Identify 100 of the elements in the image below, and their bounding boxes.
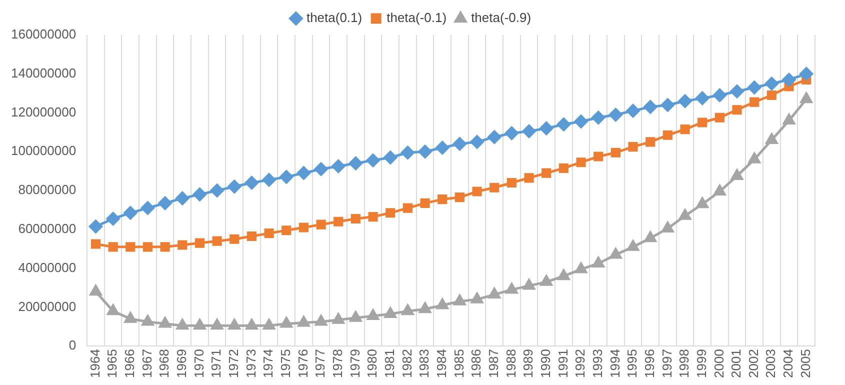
- point: [610, 148, 620, 158]
- x-tick-label: 1980: [364, 349, 380, 378]
- point: [126, 242, 136, 252]
- point: [262, 173, 276, 187]
- point: [627, 240, 640, 251]
- x-tick-label: 1996: [642, 349, 657, 378]
- point: [454, 192, 464, 202]
- x-tick-label: 1997: [659, 349, 674, 378]
- point: [696, 91, 710, 105]
- point: [368, 212, 378, 222]
- point: [228, 318, 240, 330]
- point: [628, 142, 638, 152]
- point: [454, 294, 466, 306]
- point: [367, 309, 380, 320]
- point: [246, 231, 257, 242]
- x-tick-label: 1965: [104, 349, 120, 378]
- point: [524, 173, 534, 183]
- point: [452, 137, 466, 151]
- point: [558, 163, 568, 173]
- point: [419, 302, 432, 314]
- point: [263, 318, 276, 330]
- point: [142, 242, 153, 252]
- point: [698, 118, 708, 128]
- point: [610, 248, 622, 259]
- point: [626, 104, 640, 118]
- point: [348, 156, 362, 170]
- point: [230, 234, 240, 244]
- legend-label: theta(-0.1): [386, 10, 447, 26]
- point: [350, 214, 360, 224]
- x-tick-label: 1972: [226, 349, 241, 378]
- point: [264, 228, 274, 238]
- point: [506, 282, 518, 294]
- x-tick-label: 1999: [694, 349, 709, 378]
- x-tick-label: 1964: [87, 349, 102, 378]
- point: [488, 130, 502, 144]
- x-tick-label: 2005: [798, 349, 813, 378]
- point: [142, 315, 154, 326]
- legend-label: theta(0.1): [306, 10, 362, 26]
- point: [575, 262, 588, 274]
- point: [522, 124, 536, 138]
- point: [90, 239, 101, 249]
- point: [662, 222, 674, 232]
- x-tick-label: 2000: [711, 349, 726, 378]
- x-tick-label: 1976: [295, 349, 310, 378]
- point: [644, 100, 658, 114]
- point: [282, 226, 292, 236]
- y-tick-label: 40000000: [18, 260, 76, 275]
- point: [696, 197, 708, 208]
- point: [662, 130, 672, 140]
- x-tick-label: 2003: [763, 349, 778, 378]
- x-tick-label: 1989: [520, 349, 536, 378]
- point: [800, 67, 814, 81]
- point: [680, 124, 690, 134]
- x-tick-label: 1969: [174, 349, 189, 378]
- point: [506, 178, 516, 188]
- x-tick-label: 1988: [503, 349, 518, 378]
- x-tick-label: 1993: [590, 349, 605, 378]
- point: [556, 118, 570, 132]
- x-tick-label: 2001: [728, 349, 744, 378]
- point: [366, 154, 380, 168]
- x-tick-label: 1975: [278, 349, 293, 378]
- point: [384, 150, 398, 164]
- x-tick-label: 1984: [434, 349, 449, 378]
- x-tick-label: 1978: [330, 349, 345, 378]
- point: [212, 236, 222, 246]
- x-tick-label: 1966: [122, 349, 137, 378]
- point: [679, 209, 692, 220]
- point: [523, 279, 536, 290]
- legend-label: theta(-0.9): [471, 10, 532, 26]
- point: [316, 220, 326, 230]
- point: [730, 169, 744, 180]
- point: [334, 216, 344, 226]
- point: [192, 188, 206, 202]
- point: [246, 318, 258, 330]
- point: [158, 196, 172, 210]
- point: [714, 112, 724, 122]
- point: [782, 114, 796, 125]
- point: [107, 304, 120, 316]
- point: [470, 135, 484, 149]
- point: [140, 201, 154, 215]
- point: [124, 206, 138, 220]
- point: [730, 84, 744, 98]
- point: [712, 88, 726, 102]
- x-tick-label: 1985: [451, 349, 466, 378]
- point: [764, 76, 778, 90]
- point: [732, 105, 742, 115]
- point: [176, 192, 190, 206]
- x-tick-label: 1977: [312, 349, 328, 378]
- point: [280, 170, 294, 184]
- point: [298, 316, 310, 327]
- point: [420, 198, 430, 208]
- x-tick-label: 2004: [780, 349, 796, 378]
- point: [160, 242, 170, 252]
- x-tick-label: 1983: [416, 349, 432, 378]
- point: [314, 162, 328, 176]
- point: [646, 137, 656, 147]
- point: [106, 212, 120, 226]
- point: [194, 318, 206, 330]
- point: [228, 180, 242, 194]
- point: [402, 203, 412, 213]
